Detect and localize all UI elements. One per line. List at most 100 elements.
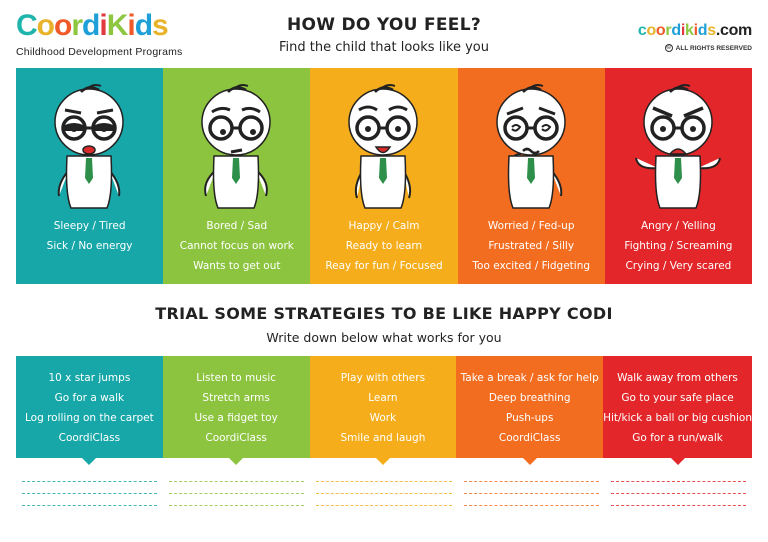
logo-letter: o	[54, 9, 72, 42]
feeling-panel-angry: Angry / Yelling Fighting / Screaming Cryin…	[604, 68, 753, 284]
strategy-panel: Play with others Learn Work Smile and laugh	[309, 356, 457, 465]
strategy-item: Push-ups	[505, 412, 554, 424]
child-character-worried	[495, 84, 566, 209]
logo-letter: C	[16, 9, 38, 42]
strategy-item: 10 x star jumps	[48, 372, 131, 384]
site-branding: coordikids.com © ALL RIGHTS RESERVED	[638, 22, 752, 52]
site-letter: d	[671, 22, 681, 39]
page-title: HOW DO YOU FEEL?	[286, 15, 482, 35]
writing-line	[169, 481, 305, 482]
feeling-line: Ready to learn	[345, 240, 423, 252]
feeling-panel-happy: Happy / Calm Ready to learn Reay for fun /…	[310, 68, 458, 284]
page-subtitle: Find the child that looks like you	[278, 40, 490, 55]
child-character-angry	[634, 84, 721, 209]
writing-line	[463, 493, 599, 494]
strategy-item: Walk away from others	[617, 372, 738, 384]
pointer-arrow-icon	[375, 458, 390, 465]
logo-letter: i	[127, 9, 135, 42]
rights-notice: © ALL RIGHTS RESERVED	[638, 44, 752, 52]
strategy-item: CoordiClass	[205, 432, 267, 444]
writing-column[interactable]	[16, 470, 163, 534]
strategy-item: Stretch arms	[202, 392, 270, 404]
writing-line	[22, 481, 158, 482]
coordikids-logo: CoordiKids Childhood Development Program…	[16, 10, 183, 59]
feeling-description: Sleepy / Tired Sick / No energy	[16, 216, 163, 256]
child-character-happy	[348, 84, 419, 209]
site-letter: s	[707, 22, 716, 39]
feeling-line: Frustrated / Silly	[488, 240, 575, 252]
feeling-description: Angry / Yelling Fighting / Screaming Cryin…	[605, 216, 752, 276]
logo-letter: d	[134, 9, 153, 42]
logo-letter: o	[36, 9, 55, 42]
writing-lines	[16, 470, 752, 534]
pointer-arrow-icon	[229, 458, 244, 465]
strategy-item: CoordiClass	[498, 432, 561, 444]
site-letter: i	[693, 22, 698, 39]
writing-column[interactable]	[163, 470, 310, 534]
feeling-line: Sick / No energy	[46, 240, 133, 252]
logo-letter: r	[71, 9, 83, 42]
writing-line	[463, 505, 599, 506]
feeling-panel-tired: Sleepy / Tired Sick / No energy	[16, 68, 164, 284]
strategy-panel: Walk away from others Go to your safe pla…	[603, 356, 752, 465]
writing-line	[316, 481, 452, 482]
logo-letter: i	[99, 9, 107, 42]
strategy-item: Log rolling on the carpet	[25, 412, 154, 424]
strategy-item: Deep breathing	[488, 392, 571, 404]
writing-column[interactable]	[458, 470, 605, 534]
feeling-description: Happy / Calm Ready to learn Reay for fun /…	[310, 216, 457, 276]
logo-wordmark: CoordiKids	[16, 10, 183, 42]
strategies-title: TRIAL SOME STRATEGIES TO BE LIKE HAPPY C…	[155, 304, 613, 323]
pointer-arrow-icon	[82, 458, 97, 465]
writing-column[interactable]	[310, 470, 457, 534]
feeling-line: Bored / Sad	[206, 220, 268, 232]
feeling-line: Cannot focus on work	[179, 240, 294, 252]
writing-column[interactable]	[605, 470, 752, 534]
writing-line	[22, 505, 158, 506]
writing-line	[169, 505, 305, 506]
strategy-panel: Take a break / ask for help Deep breathin…	[456, 356, 604, 465]
feeling-panel-worried: Worried / Fed-up Frustrated / Silly Too ex…	[457, 68, 605, 284]
logo-subtitle: Childhood Development Programs	[16, 46, 183, 58]
strategy-panel: 10 x star jumps Go for a walk Log rolling …	[16, 356, 163, 465]
feelings-panels: Sleepy / Tired Sick / No energy Bored / S…	[16, 68, 753, 284]
site-letter: c	[637, 22, 647, 39]
feeling-line: Too excited / Fidgeting	[472, 260, 591, 272]
feeling-panel-bored: Bored / Sad Cannot focus on work Wants to …	[163, 68, 311, 284]
writing-line	[610, 481, 747, 482]
pointer-arrow-icon	[522, 458, 537, 465]
logo-letter: d	[82, 9, 100, 42]
site-letter: o	[646, 22, 656, 39]
site-letter: d	[697, 22, 708, 39]
strategies-header: TRIAL SOME STRATEGIES TO BE LIKE HAPPY C…	[0, 304, 768, 345]
strategy-item: CoordiClass	[58, 432, 121, 444]
strategy-item: Go for a run/walk	[632, 432, 723, 444]
feeling-line: Wants to get out	[193, 260, 281, 272]
feeling-line: Sleepy / Tired	[53, 220, 126, 232]
writing-line	[316, 493, 452, 494]
logo-letter: K	[106, 9, 129, 42]
strategy-panel: Listen to music Stretch arms Use a fidget …	[162, 356, 310, 465]
strategy-item: Learn	[368, 392, 398, 404]
feeling-line: Worried / Fed-up	[487, 220, 575, 232]
logo-letter: s	[152, 9, 169, 42]
rights-text: ALL RIGHTS RESERVED	[675, 44, 752, 52]
strategy-item: Go to your safe place	[621, 392, 734, 404]
writing-line	[22, 493, 158, 494]
strategy-item: Hit/kick a ball or big cushion	[603, 412, 752, 424]
child-character-tired	[54, 84, 124, 209]
site-letter: r	[665, 22, 672, 39]
writing-line	[169, 493, 305, 494]
feeling-line: Fighting / Screaming	[624, 240, 733, 252]
strategy-item: Smile and laugh	[340, 432, 426, 444]
feeling-line: Happy / Calm	[348, 220, 420, 232]
site-url: coordikids.com	[638, 22, 752, 40]
strategy-item: Go for a walk	[54, 392, 125, 404]
writing-line	[316, 505, 452, 506]
writing-line	[463, 481, 599, 482]
feeling-line: Reay for fun / Focused	[325, 260, 443, 272]
site-letter: o	[655, 22, 666, 39]
strategy-item: Take a break / ask for help	[460, 372, 599, 384]
page-header: HOW DO YOU FEEL? Find the child that loo…	[0, 14, 768, 55]
writing-line	[610, 505, 747, 506]
